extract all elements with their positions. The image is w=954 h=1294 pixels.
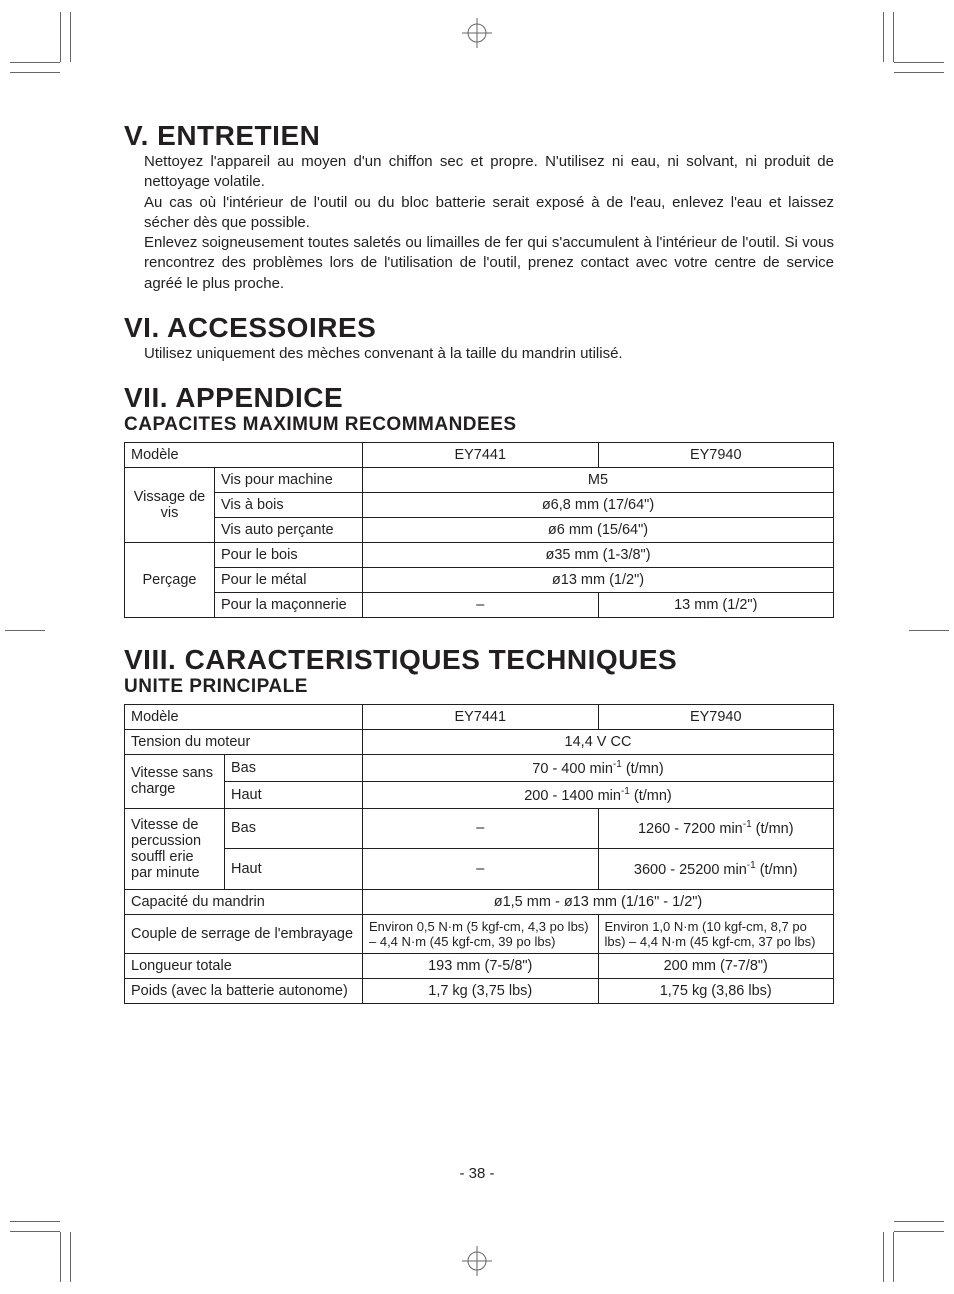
cell-label: Bas xyxy=(225,808,363,849)
crop-mark xyxy=(893,12,894,62)
body-text: Enlevez soigneusement toutes saletés ou … xyxy=(124,233,834,294)
cell-model: EY7940 xyxy=(598,443,834,468)
cell-label: Pour le métal xyxy=(215,568,363,593)
cell-value: 3600 - 25200 min-1 (t/mn) xyxy=(598,849,834,890)
cell-label: Pour la maçonnerie xyxy=(215,593,363,618)
crop-mark xyxy=(894,72,944,73)
table-row: Pour la maçonnerie – 13 mm (1/2") xyxy=(125,593,834,618)
cell-value: – xyxy=(363,808,599,849)
cell-value: – xyxy=(363,593,599,618)
registration-mark-icon xyxy=(462,1246,492,1276)
heading-appendice: VII. APPENDICE xyxy=(124,382,834,414)
cell-value: Environ 0,5 N·m (5 kgf-cm, 4,3 po lbs) –… xyxy=(363,914,599,953)
cell-value: 1260 - 7200 min-1 (t/mn) xyxy=(598,808,834,849)
cell-value: M5 xyxy=(363,468,834,493)
table-row: Couple de serrage de l'embrayage Environ… xyxy=(125,914,834,953)
cell-label: Vis à bois xyxy=(215,493,363,518)
table-row: Haut – 3600 - 25200 min-1 (t/mn) xyxy=(125,849,834,890)
crop-mark xyxy=(10,72,60,73)
table-row: Vitesse sans charge Bas 70 - 400 min-1 (… xyxy=(125,755,834,782)
cell-model: EY7441 xyxy=(363,705,599,730)
heading-entretien: V. ENTRETIEN xyxy=(124,120,834,152)
cell-value: 193 mm (7-5/8") xyxy=(363,953,599,978)
table-row: Haut 200 - 1400 min-1 (t/mn) xyxy=(125,781,834,808)
cell-value: ø6,8 mm (17/64") xyxy=(363,493,834,518)
table-row: Vissage de vis Vis pour machine M5 xyxy=(125,468,834,493)
specs-table: Modèle EY7441 EY7940 Tension du moteur 1… xyxy=(124,704,834,1004)
cell-value: 14,4 V CC xyxy=(363,730,834,755)
cell-label: Bas xyxy=(225,755,363,782)
page-content: V. ENTRETIEN Nettoyez l'appareil au moye… xyxy=(124,112,834,1004)
cell-label: Tension du moteur xyxy=(125,730,363,755)
cell-model: EY7940 xyxy=(598,705,834,730)
cell-label: Haut xyxy=(225,781,363,808)
cell-value: ø35 mm (1-3/8") xyxy=(363,543,834,568)
body-text: Au cas où l'intérieur de l'outil ou du b… xyxy=(124,193,834,234)
body-text: Utilisez uniquement des mèches convenant… xyxy=(124,344,834,364)
crop-mark xyxy=(883,1232,884,1282)
cell-label: Capacité du mandrin xyxy=(125,889,363,914)
table-row: Poids (avec la batterie autonome) 1,7 kg… xyxy=(125,978,834,1003)
table-row: Tension du moteur 14,4 V CC xyxy=(125,730,834,755)
crop-mark xyxy=(70,1232,71,1282)
cell-group: Vitesse de percussion souffl erie par mi… xyxy=(125,808,225,889)
cell-value: 13 mm (1/2") xyxy=(598,593,834,618)
cell-label: Couple de serrage de l'embrayage xyxy=(125,914,363,953)
table-row: Vitesse de percussion souffl erie par mi… xyxy=(125,808,834,849)
cell-model: EY7441 xyxy=(363,443,599,468)
table-row: Vis à bois ø6,8 mm (17/64") xyxy=(125,493,834,518)
table-row: Longueur totale 193 mm (7-5/8") 200 mm (… xyxy=(125,953,834,978)
crop-mark xyxy=(894,1221,944,1222)
crop-mark xyxy=(894,62,944,63)
crop-mark xyxy=(10,62,60,63)
crop-mark xyxy=(5,630,45,631)
table-row: Vis auto perçante ø6 mm (15/64") xyxy=(125,518,834,543)
subheading-capacites: CAPACITES MAXIMUM RECOMMANDEES xyxy=(124,414,834,436)
body-text: Nettoyez l'appareil au moyen d'un chiffo… xyxy=(124,152,834,193)
crop-mark xyxy=(10,1231,60,1232)
subheading-unite: UNITE PRINCIPALE xyxy=(124,676,834,698)
crop-mark xyxy=(10,1221,60,1222)
cell-label: Vis pour machine xyxy=(215,468,363,493)
table-row: Perçage Pour le bois ø35 mm (1-3/8") xyxy=(125,543,834,568)
cell-label: Longueur totale xyxy=(125,953,363,978)
cell-group: Vitesse sans charge xyxy=(125,755,225,809)
cell-value: ø6 mm (15/64") xyxy=(363,518,834,543)
registration-mark-icon xyxy=(462,18,492,48)
cell-group: Vissage de vis xyxy=(125,468,215,543)
cell-value: Environ 1,0 N·m (10 kgf-cm, 8,7 po lbs) … xyxy=(598,914,834,953)
cell-label: Poids (avec la batterie autonome) xyxy=(125,978,363,1003)
cell-value: ø1,5 mm - ø13 mm (1/16" - 1/2") xyxy=(363,889,834,914)
cell-value: 1,75 kg (3,86 lbs) xyxy=(598,978,834,1003)
cell-model-label: Modèle xyxy=(125,705,363,730)
cell-value: ø13 mm (1/2") xyxy=(363,568,834,593)
cell-group: Perçage xyxy=(125,543,215,618)
table-row: Capacité du mandrin ø1,5 mm - ø13 mm (1/… xyxy=(125,889,834,914)
table-row: Modèle EY7441 EY7940 xyxy=(125,443,834,468)
crop-mark xyxy=(60,1232,61,1282)
cell-model-label: Modèle xyxy=(125,443,363,468)
heading-caracteristiques: VIII. CARACTERISTIQUES TECHNIQUES xyxy=(124,644,834,676)
cell-label: Pour le bois xyxy=(215,543,363,568)
cell-value: 70 - 400 min-1 (t/mn) xyxy=(363,755,834,782)
crop-mark xyxy=(60,12,61,62)
crop-mark xyxy=(883,12,884,62)
heading-accessoires: VI. ACCESSOIRES xyxy=(124,312,834,344)
table-row: Modèle EY7441 EY7940 xyxy=(125,705,834,730)
crop-mark xyxy=(894,1231,944,1232)
cell-value: 200 - 1400 min-1 (t/mn) xyxy=(363,781,834,808)
cell-value: 1,7 kg (3,75 lbs) xyxy=(363,978,599,1003)
crop-mark xyxy=(909,630,949,631)
cell-label: Vis auto perçante xyxy=(215,518,363,543)
page-number: - 38 - xyxy=(0,1165,954,1182)
capacities-table: Modèle EY7441 EY7940 Vissage de vis Vis … xyxy=(124,442,834,618)
crop-mark xyxy=(893,1232,894,1282)
crop-mark xyxy=(70,12,71,62)
cell-value: 200 mm (7-7/8") xyxy=(598,953,834,978)
cell-value: – xyxy=(363,849,599,890)
cell-label: Haut xyxy=(225,849,363,890)
table-row: Pour le métal ø13 mm (1/2") xyxy=(125,568,834,593)
